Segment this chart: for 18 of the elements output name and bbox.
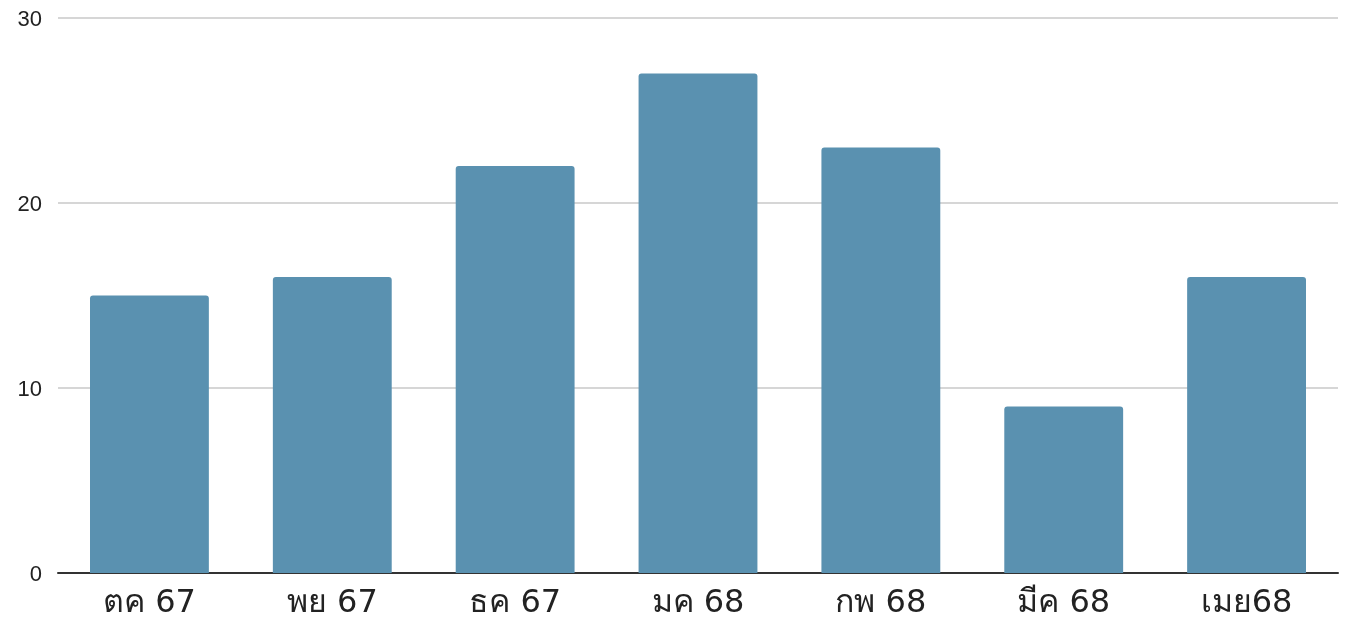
- x-tick-label: พย 67: [286, 582, 378, 620]
- y-tick-label: 0: [29, 560, 42, 586]
- x-tick-label: กพ 68: [835, 582, 927, 620]
- y-tick-label: 20: [17, 190, 42, 216]
- x-tick-label: ธค 67: [469, 582, 562, 620]
- bar: [638, 73, 758, 573]
- bar: [821, 147, 941, 573]
- x-tick-label: ตค 67: [102, 582, 196, 620]
- y-tick-label: 10: [17, 375, 42, 401]
- bar: [1187, 277, 1306, 573]
- x-tick-label: เมย68: [1200, 582, 1293, 620]
- bar: [1004, 406, 1124, 573]
- bar: [455, 166, 575, 573]
- bar: [272, 277, 392, 573]
- bar: [90, 295, 209, 573]
- y-tick-label: 30: [17, 5, 42, 31]
- x-tick-label: มค 68: [651, 582, 745, 620]
- x-tick-label: มีค 68: [1017, 582, 1111, 620]
